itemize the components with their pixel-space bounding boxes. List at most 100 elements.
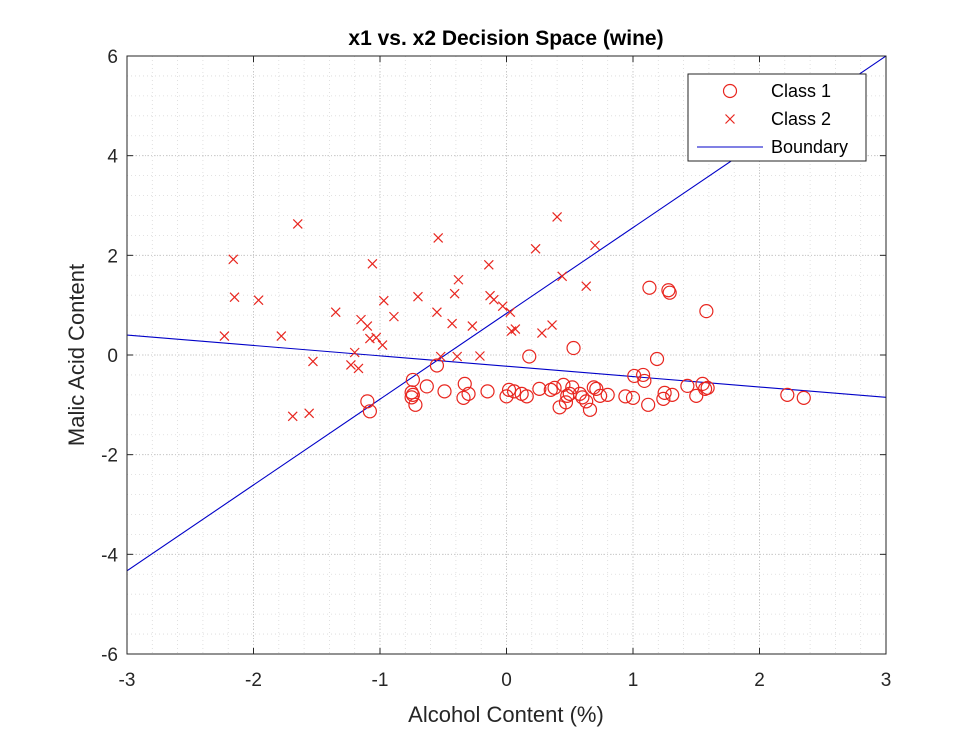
class1-point: [532, 381, 547, 396]
class1-point: [405, 387, 420, 402]
class2-point: [510, 324, 521, 335]
class1-point: [437, 384, 452, 399]
class2-point: [219, 331, 230, 341]
class2-point: [292, 219, 303, 229]
class1-point: [593, 388, 608, 403]
class2-point: [497, 301, 508, 312]
class2-point: [367, 258, 378, 269]
class2-point: [353, 363, 364, 374]
class1-point: [362, 404, 377, 419]
class1-point: [480, 384, 495, 399]
x-tick-label: 2: [754, 670, 765, 691]
legend-circle-swatch: [722, 83, 738, 99]
ticks: -3 -2 -1 0 1 2 3 -6 -4 -2 0 2 4 6: [101, 47, 891, 691]
legend-x-swatch: [725, 114, 735, 124]
class1-point: [522, 349, 537, 364]
class1-point: [558, 395, 574, 410]
class2-point: [581, 281, 592, 292]
class1-point: [661, 283, 676, 298]
class2-point: [547, 320, 557, 331]
class1-point: [501, 382, 517, 397]
class2-point: [229, 292, 240, 303]
legend: Class 1 Class 2 Boundary: [687, 73, 867, 162]
class1-point: [543, 382, 558, 397]
x-tick-label: -3: [119, 670, 136, 691]
class2-point: [449, 288, 460, 299]
y-tick-label: -2: [101, 446, 118, 467]
class2-point: [483, 259, 494, 270]
class2-point: [447, 318, 458, 329]
class1-point: [566, 340, 581, 356]
y-tick-label: 4: [107, 147, 118, 168]
class2-point: [453, 274, 464, 285]
class2-point: [505, 307, 516, 318]
class2-point: [362, 321, 373, 332]
class1-point: [796, 390, 811, 405]
class2-point: [452, 351, 463, 362]
chart-title: x1 vs. x2 Decision Space (wine): [348, 27, 663, 50]
class1-point: [575, 390, 590, 405]
class1-point: [519, 389, 534, 404]
class1-point: [780, 387, 795, 402]
y-tick-label: -4: [101, 545, 118, 566]
class2-point: [530, 243, 541, 254]
class2-point: [433, 232, 444, 243]
class2-point: [304, 408, 315, 419]
class1-point: [360, 394, 375, 409]
y-tick-label: 2: [107, 246, 118, 267]
class1-point: [499, 389, 514, 404]
class1-point: [689, 388, 704, 403]
x-tick-label: -2: [245, 670, 262, 691]
class2-point: [435, 351, 446, 362]
class1-point: [547, 380, 562, 395]
class2-point: [349, 347, 360, 358]
class2-point: [287, 411, 298, 422]
class2-point: [228, 254, 239, 265]
class1-point: [662, 285, 677, 300]
class1-point: [657, 385, 672, 400]
class2-point: [345, 360, 356, 370]
class1-point: [404, 390, 419, 405]
class1-point: [579, 394, 594, 409]
class1-point: [680, 378, 695, 393]
class1-point: [637, 373, 652, 389]
class1-point: [656, 391, 671, 406]
class2-point: [413, 291, 423, 302]
class2-point: [557, 271, 568, 282]
class1-point: [457, 376, 472, 392]
class1-point: [600, 387, 615, 402]
class1-point: [589, 381, 604, 396]
y-tick-label: 6: [107, 47, 118, 68]
class2-point: [253, 295, 264, 306]
legend-entry: Boundary: [697, 137, 848, 157]
legend-entry: Class 2: [725, 109, 831, 129]
class1-point: [699, 304, 714, 319]
data-points: [219, 212, 811, 422]
class1-point: [419, 379, 434, 394]
class2-point: [590, 240, 600, 251]
class2-point: [276, 331, 287, 341]
class2-point: [475, 351, 485, 361]
x-tick-label: -1: [372, 670, 389, 691]
x-tick-label: 0: [501, 670, 512, 691]
class2-point: [536, 328, 547, 338]
class1-point: [582, 402, 598, 417]
class2-point: [308, 356, 318, 367]
class1-point: [506, 384, 522, 399]
class2-point: [371, 332, 382, 343]
class1-point: [642, 280, 657, 295]
class1-point: [625, 390, 641, 405]
x-tick-label: 1: [628, 670, 639, 691]
class2-point: [378, 295, 389, 306]
class1-point: [641, 397, 656, 412]
class2-point: [552, 212, 563, 222]
class2-point: [388, 311, 399, 322]
class1-point: [429, 358, 445, 373]
legend-label: Class 2: [771, 109, 831, 129]
class1-point: [618, 389, 633, 404]
y-tick-label: 0: [107, 346, 118, 367]
legend-label: Boundary: [771, 137, 848, 157]
y-axis-label: Malic Acid Content: [64, 264, 89, 446]
class1-point: [700, 380, 715, 395]
